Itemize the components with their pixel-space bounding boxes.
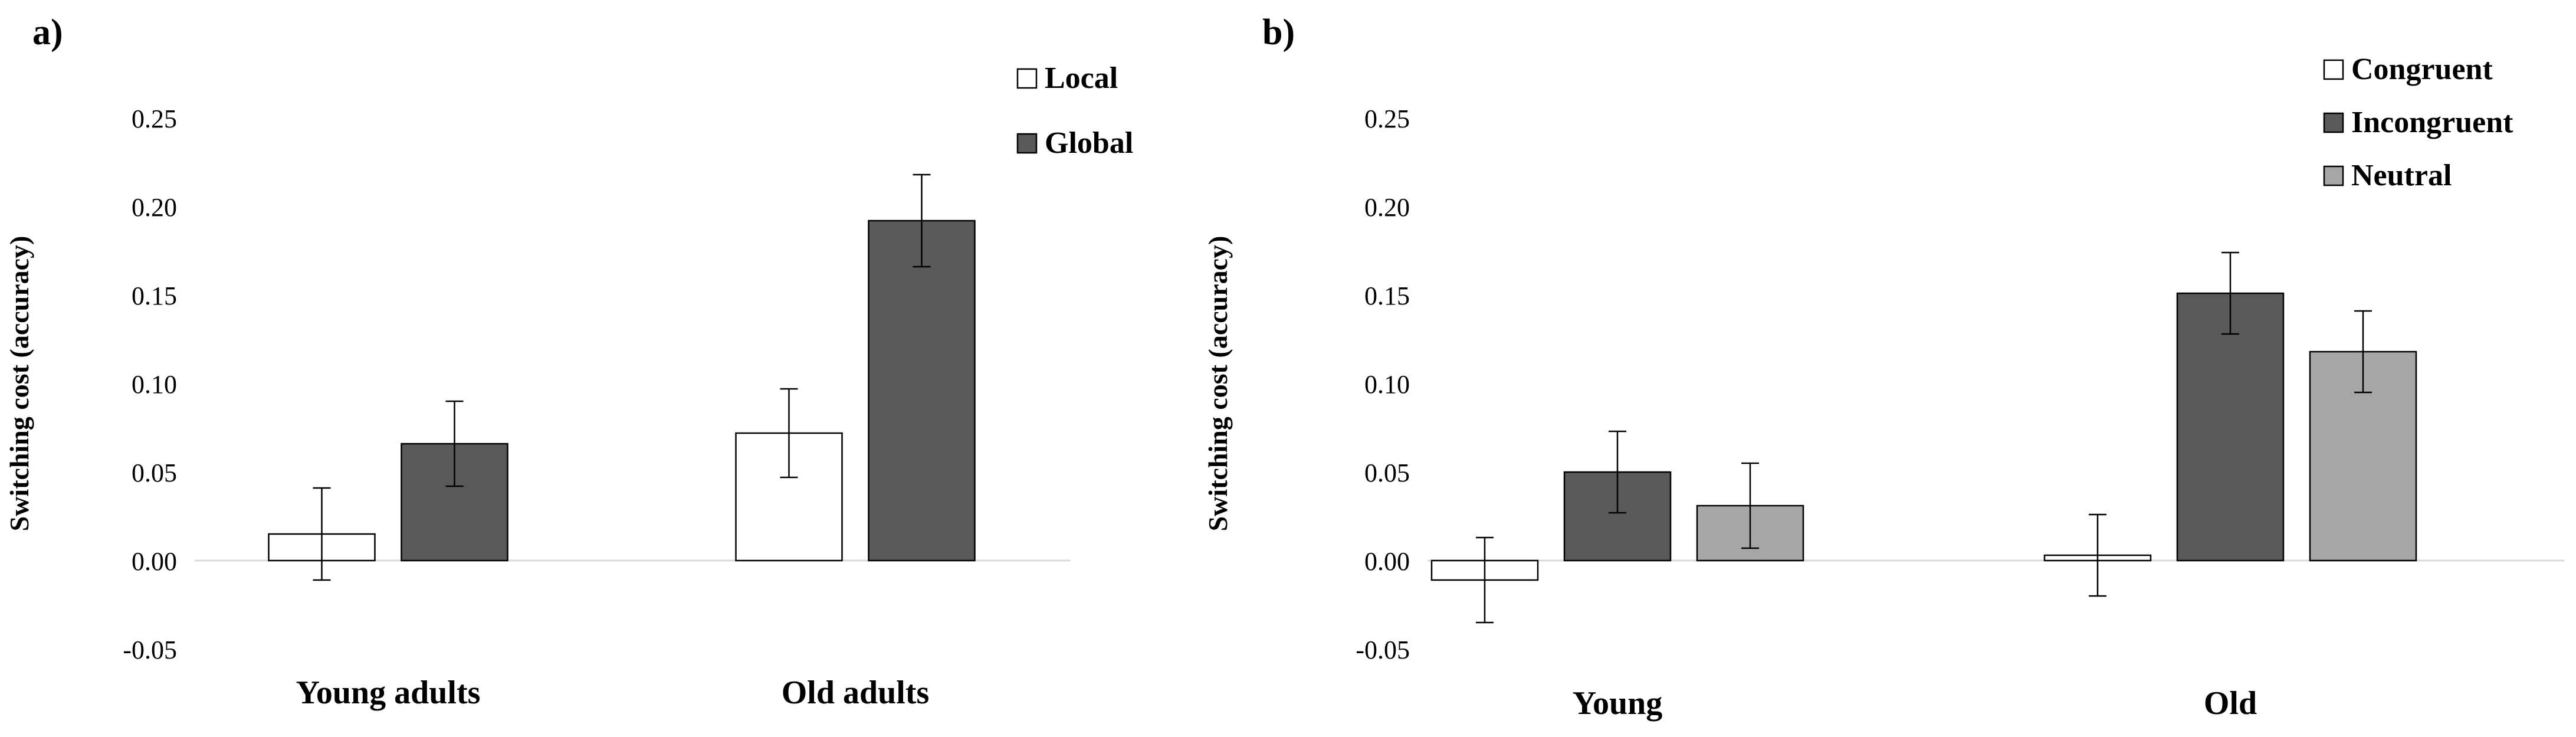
error-bar <box>780 388 798 479</box>
error-bar <box>313 487 331 581</box>
y-axis-title: Switching cost (accuracy) <box>1203 236 1233 532</box>
legend-swatch-global <box>1016 133 1038 154</box>
x-category-label: Old adults <box>782 674 930 711</box>
y-tick-label: 0.05 <box>1364 458 1410 487</box>
y-tick-label: -0.05 <box>1356 636 1410 664</box>
error-bar <box>1609 430 1626 514</box>
chart-panel-b: b) -0.05 0.00 0.05 0.10 0.15 0.20 0.25 Switching… <box>1203 12 2564 722</box>
y-tick-label: 0.25 <box>1364 104 1410 133</box>
error-bar <box>445 400 464 487</box>
y-tick-label: 0.00 <box>132 547 177 576</box>
error-bar <box>2354 310 2372 394</box>
x-category-label: Young <box>1573 685 1663 722</box>
y-tick-label: 0.15 <box>132 281 177 310</box>
legend-swatch-neutral <box>2323 165 2344 186</box>
y-tick-label: 0.20 <box>132 193 177 222</box>
legend-label-neutral: Neutral <box>2351 159 2452 192</box>
legend-swatch-local <box>1016 68 1038 89</box>
y-tick-label: 0.20 <box>1364 193 1410 222</box>
error-bar <box>1476 536 1494 624</box>
error-bar <box>2089 513 2106 597</box>
y-tick-label: 0.10 <box>1364 370 1410 399</box>
y-tick-label: -0.05 <box>123 636 177 664</box>
bar-global-old-adults <box>868 220 976 562</box>
legend-swatch-incongruent <box>2323 112 2344 133</box>
y-tick-label: 0.00 <box>1364 547 1410 576</box>
error-bar <box>913 173 931 268</box>
y-tick-label: 0.25 <box>132 104 177 133</box>
bar-incongruent-old <box>2176 292 2285 562</box>
y-tick-label: 0.10 <box>132 370 177 399</box>
panel-label-a: a) <box>32 12 63 53</box>
legend-swatch-congruent <box>2323 59 2344 80</box>
panel-label-b: b) <box>1262 12 1295 53</box>
y-tick-label: 0.15 <box>1364 281 1410 310</box>
legend-label-global: Global <box>1045 126 1133 160</box>
legend-label-incongruent: Incongruent <box>2351 106 2513 139</box>
chart-panel-a: a) -0.05 0.00 0.05 0.10 0.15 0.20 0.25 Switching… <box>4 12 1133 711</box>
error-bar <box>2221 251 2239 335</box>
legend-label-local: Local <box>1045 61 1118 95</box>
x-category-label: Old <box>2204 685 2257 722</box>
x-category-label: Young adults <box>296 674 481 711</box>
error-bar <box>1741 462 1759 549</box>
y-axis-title: Switching cost (accuracy) <box>4 236 34 532</box>
legend-label-congruent: Congruent <box>2351 53 2493 86</box>
y-tick-label: 0.05 <box>132 458 177 487</box>
